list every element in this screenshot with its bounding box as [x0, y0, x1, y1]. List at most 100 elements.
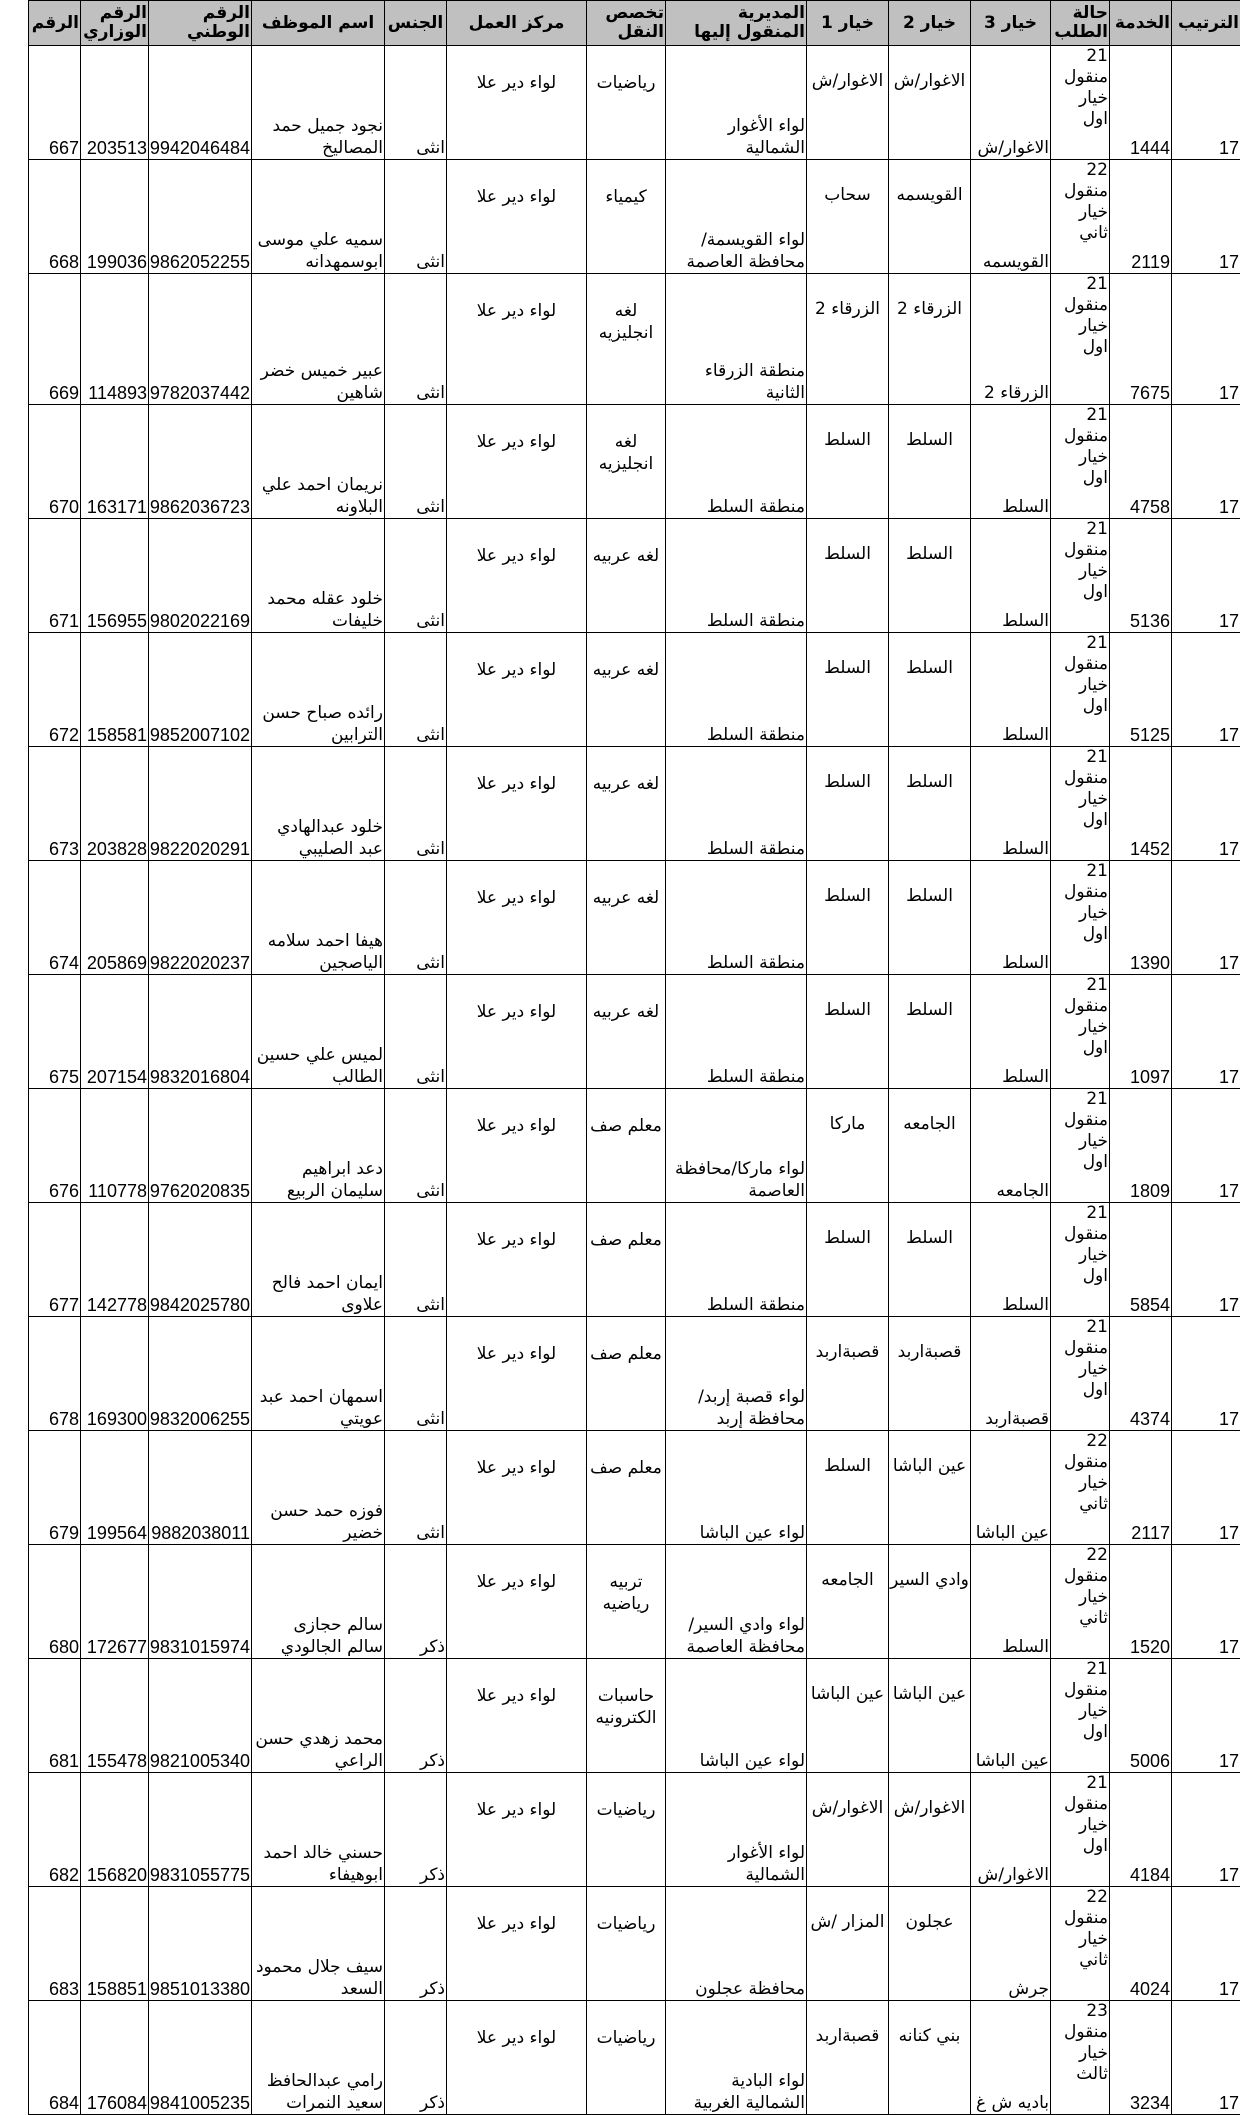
destination-directorate-cell: منطقة السلط: [666, 633, 807, 747]
national-id-cell: 9862036723: [149, 405, 252, 519]
gender-cell: انثى: [385, 1203, 447, 1317]
workplace-cell: لواء دير علا: [447, 274, 587, 405]
workplace-cell: لواء دير علا: [447, 1203, 587, 1317]
employee-name-cell: هيفا احمد سلامه الياصجين: [252, 861, 385, 975]
employee-name-cell: سيف جلال محمود السعد: [252, 1887, 385, 2001]
gender-cell: انثى: [385, 975, 447, 1089]
destination-directorate-cell: لواء الأغوار الشمالية: [666, 46, 807, 160]
transfer-specialization-cell: رياضيات: [587, 1887, 666, 2001]
ministry-id-cell: 142778: [81, 1203, 149, 1317]
choice-2-cell: عجلون: [889, 1887, 971, 2001]
employee-name-cell: سالم حجازى سالم الجالودي: [252, 1545, 385, 1659]
gender-cell: انثى: [385, 46, 447, 160]
gender-cell: ذكر: [385, 1659, 447, 1773]
gender-cell: ذكر: [385, 1773, 447, 1887]
rank-cell: 17: [1172, 274, 1240, 405]
ministry-id-cell: 158581: [81, 633, 149, 747]
choice-3-cell: السلط: [971, 633, 1051, 747]
service-cell: 4024: [1110, 1887, 1172, 2001]
service-cell: 4758: [1110, 405, 1172, 519]
national-id-cell: 9842025780: [149, 1203, 252, 1317]
choice-1-cell: السلط: [807, 861, 889, 975]
row-number-cell: 681: [29, 1659, 81, 1773]
destination-directorate-cell: لواء عين الباشا: [666, 1659, 807, 1773]
gender-cell: انثى: [385, 1089, 447, 1203]
employee-name-cell: حسني خالد احمد ابوهيفاء: [252, 1773, 385, 1887]
choice-2-cell: بني كنانه: [889, 2001, 971, 2115]
rank-cell: 17: [1172, 1203, 1240, 1317]
rank-cell: 17: [1172, 1773, 1240, 1887]
rank-cell: 17: [1172, 633, 1240, 747]
choice-1-cell: المزار /ش: [807, 1887, 889, 2001]
workplace-cell: لواء دير علا: [447, 160, 587, 274]
row-number-cell: 671: [29, 519, 81, 633]
destination-directorate-cell: لواء ماركا/محافظة العاصمة: [666, 1089, 807, 1203]
rank-cell: 17: [1172, 1545, 1240, 1659]
request-status-cell: 21 منقول خيار اول: [1051, 46, 1110, 160]
service-cell: 1520: [1110, 1545, 1172, 1659]
request-status-cell: 21 منقول خيار اول: [1051, 519, 1110, 633]
header-ministry-id: الرقم الوزاري: [81, 1, 149, 46]
ministry-id-cell: 199036: [81, 160, 149, 274]
service-cell: 1097: [1110, 975, 1172, 1089]
ministry-id-cell: 203513: [81, 46, 149, 160]
row-number-cell: 677: [29, 1203, 81, 1317]
choice-2-cell: عين الباشا: [889, 1431, 971, 1545]
workplace-cell: لواء دير علا: [447, 633, 587, 747]
row-number-cell: 679: [29, 1431, 81, 1545]
request-status-cell: 21 منقول خيار اول: [1051, 747, 1110, 861]
choice-1-cell: الزرقاء 2: [807, 274, 889, 405]
destination-directorate-cell: منطقة السلط: [666, 1203, 807, 1317]
national-id-cell: 9762020835: [149, 1089, 252, 1203]
transfer-specialization-cell: لغه انجليزيه: [587, 405, 666, 519]
ministry-id-cell: 199564: [81, 1431, 149, 1545]
request-status-cell: 21 منقول خيار اول: [1051, 861, 1110, 975]
national-id-cell: 9942046484: [149, 46, 252, 160]
row-number-cell: 667: [29, 46, 81, 160]
header-destination-directorate: المديرية المنقول إليها: [666, 1, 807, 46]
transfer-specialization-cell: لغه عربيه: [587, 975, 666, 1089]
service-cell: 1809: [1110, 1089, 1172, 1203]
national-id-cell: 9782037442: [149, 274, 252, 405]
transfer-specialization-cell: لغه عربيه: [587, 633, 666, 747]
row-number-cell: 674: [29, 861, 81, 975]
national-id-cell: 9822020291: [149, 747, 252, 861]
national-id-cell: 9821005340: [149, 1659, 252, 1773]
choice-2-cell: القويسمه: [889, 160, 971, 274]
transfer-specialization-cell: معلم صف: [587, 1089, 666, 1203]
service-cell: 1444: [1110, 46, 1172, 160]
workplace-cell: لواء دير علا: [447, 747, 587, 861]
row-number-cell: 673: [29, 747, 81, 861]
request-status-cell: 21 منقول خيار اول: [1051, 405, 1110, 519]
rank-cell: 17: [1172, 1089, 1240, 1203]
destination-directorate-cell: منطقة السلط: [666, 747, 807, 861]
choice-1-cell: ماركا: [807, 1089, 889, 1203]
choice-1-cell: السلط: [807, 519, 889, 633]
header-workplace: مركز العمل: [447, 1, 587, 46]
ministry-id-cell: 169300: [81, 1317, 149, 1431]
choice-1-cell: الاغوار/ش: [807, 46, 889, 160]
destination-directorate-cell: محافظة عجلون: [666, 1887, 807, 2001]
choice-2-cell: السلط: [889, 405, 971, 519]
employee-name-cell: محمد زهدي حسن الراعي: [252, 1659, 385, 1773]
national-id-cell: 9852007102: [149, 633, 252, 747]
header-request-status: حالة الطلب: [1051, 1, 1110, 46]
choice-3-cell: السلط: [971, 861, 1051, 975]
employee-name-cell: لميس علي حسين الطالب: [252, 975, 385, 1089]
gender-cell: انثى: [385, 274, 447, 405]
request-status-cell: 22 منقول خيار ثاني: [1051, 160, 1110, 274]
choice-3-cell: السلط: [971, 519, 1051, 633]
request-status-cell: 21 منقول خيار اول: [1051, 1659, 1110, 1773]
row-number-cell: 672: [29, 633, 81, 747]
rank-cell: 17: [1172, 747, 1240, 861]
choice-2-cell: السلط: [889, 747, 971, 861]
